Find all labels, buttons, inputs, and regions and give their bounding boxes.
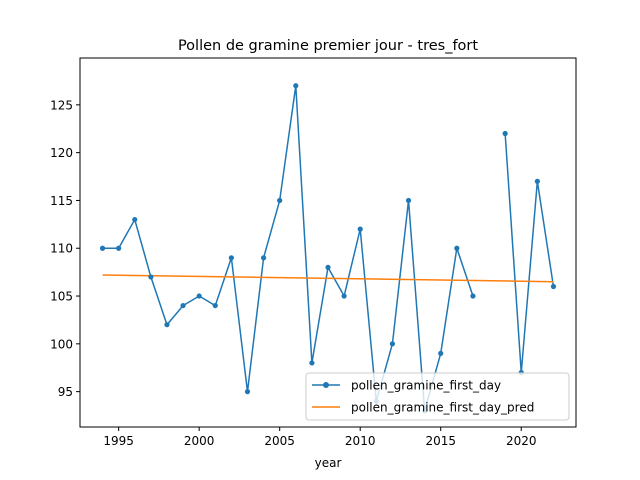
x-tick-label: 1995: [103, 434, 134, 448]
legend: pollen_gramine_first_day pollen_gramine_…: [305, 372, 570, 421]
data-point: [260, 255, 267, 261]
data-point: [438, 350, 444, 356]
y-tick-label: 115: [50, 194, 73, 208]
series-line-0: [504, 133, 555, 374]
data-point: [293, 83, 299, 89]
x-tick-label: 2005: [264, 434, 295, 448]
chart-title: Pollen de gramine premier jour - tres_fo…: [178, 38, 478, 54]
data-point: [309, 360, 315, 366]
data-point: [99, 245, 106, 251]
series-line-0: [102, 84, 474, 412]
y-tick-label: 110: [50, 242, 73, 256]
data-point: [454, 245, 460, 251]
data-point: [228, 255, 234, 261]
x-tick-label: 2015: [425, 434, 456, 448]
legend-label-series-1: pollen_gramine_first_day_pred: [351, 401, 534, 415]
x-axis-ticks: 1995 2000 2005 2010 2015 2020: [103, 427, 537, 448]
x-tick-label: 2000: [184, 434, 215, 448]
plot-lines: [102, 84, 555, 412]
data-point: [357, 226, 363, 232]
data-point: [470, 293, 476, 299]
plot-markers: [99, 83, 557, 414]
data-point: [341, 293, 347, 299]
data-point: [550, 283, 557, 290]
data-point: [132, 216, 138, 223]
y-tick-label: 100: [50, 337, 73, 351]
data-point: [325, 264, 331, 270]
data-point: [389, 341, 396, 347]
data-point: [116, 245, 122, 251]
data-point: [148, 274, 154, 280]
data-point: [180, 302, 186, 309]
y-tick-label: 125: [50, 98, 73, 112]
y-tick-label: 105: [50, 290, 73, 304]
y-tick-label: 120: [50, 146, 73, 160]
x-axis-label: year: [315, 456, 342, 470]
y-axis-ticks: 95 100 105 110 115 120 125: [50, 98, 80, 399]
data-point: [196, 293, 202, 299]
data-point: [534, 178, 540, 184]
data-point: [212, 302, 218, 309]
x-tick-label: 2020: [506, 434, 537, 448]
data-point: [164, 322, 170, 328]
data-point: [502, 130, 508, 137]
data-point: [277, 197, 283, 204]
legend-box: [305, 372, 570, 421]
series-line-1: [102, 274, 554, 283]
legend-marker-series-0: [323, 382, 329, 388]
legend-label-series-0: pollen_gramine_first_day: [351, 379, 501, 393]
y-tick-label: 95: [58, 385, 73, 399]
data-point: [244, 389, 251, 395]
plot-frame: [79, 57, 577, 428]
x-tick-label: 2010: [345, 434, 376, 448]
data-point: [405, 197, 412, 204]
